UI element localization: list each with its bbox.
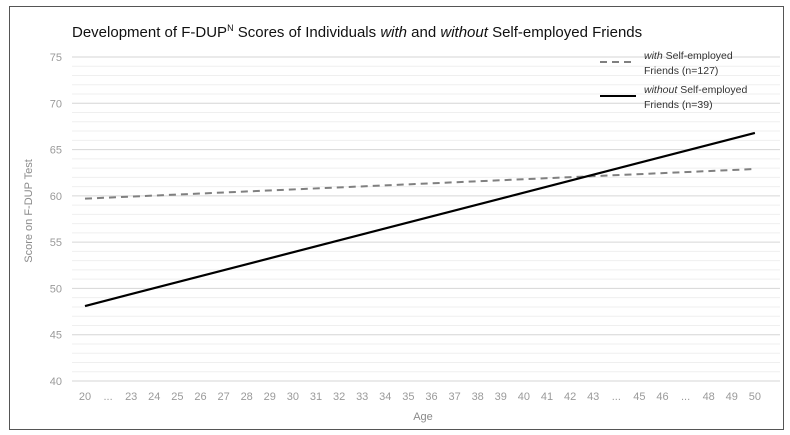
x-tick-label: 43 [587,391,599,403]
x-tick-label: 42 [564,391,576,403]
x-tick-label: 40 [518,391,530,403]
y-tick-label: 65 [50,145,62,157]
x-tick-label: 30 [287,391,299,403]
x-tick-label: 39 [495,391,507,403]
chart-svg: Development of F-DUPN Scores of Individu… [23,23,780,423]
x-tick-label: 45 [633,391,645,403]
x-tick-label: 33 [356,391,368,403]
x-tick-label: 23 [125,391,137,403]
x-tick-label: 25 [171,391,183,403]
x-tick-label: ... [104,391,113,403]
x-tick-label: 36 [425,391,437,403]
chart-title: Development of F-DUPN Scores of Individu… [72,23,642,41]
series-line-0 [84,168,755,200]
y-tick-label: 50 [50,283,62,295]
x-tick-label: 38 [472,391,484,403]
x-axis-title: Age [413,411,433,423]
x-tick-label: 50 [749,391,761,403]
legend-label-with-line2: Friends (n=127) [644,65,718,77]
y-tick-label: 70 [50,98,62,110]
series-line-1 [84,131,756,308]
x-tick-label: 29 [264,391,276,403]
x-tick-label: 32 [333,391,345,403]
legend-label-without: without Self-employed [644,84,747,96]
x-tick-label: 37 [448,391,460,403]
x-tick-label: 46 [656,391,668,403]
legend: with Self-employed Friends (n=127) witho… [600,50,747,111]
x-tick-label: 34 [379,391,391,403]
series-layer [84,131,756,308]
x-tick-label: ... [612,391,621,403]
legend-label-without-line2: Friends (n=39) [644,99,713,111]
y-tick-label: 60 [50,191,62,203]
chart-frame: Development of F-DUPN Scores of Individu… [9,6,784,430]
x-tick-label: 26 [194,391,206,403]
x-tick-labels: 20... 23 24 25 26 27 28 29 30 31 32 33 34 35 36 37 38 39 4… [79,391,761,403]
x-tick-label: 24 [148,391,160,403]
y-axis-title: Score on F-DUP Test [23,159,35,263]
x-tick-label: 49 [726,391,738,403]
legend-label-with: with Self-employed [644,50,733,62]
x-tick-label: 27 [217,391,229,403]
x-tick-label: 20 [79,391,91,403]
y-tick-label: 40 [50,376,62,388]
y-tick-label: 75 [50,52,62,64]
y-tick-label: 45 [50,330,62,342]
y-tick-label: 55 [50,237,62,249]
x-tick-label: 41 [541,391,553,403]
y-tick-labels: 40 45 50 55 60 65 70 75 [50,52,62,388]
x-tick-label: 31 [310,391,322,403]
x-tick-label: 28 [241,391,253,403]
x-tick-label: ... [681,391,690,403]
x-tick-label: 48 [703,391,715,403]
x-tick-label: 35 [402,391,414,403]
